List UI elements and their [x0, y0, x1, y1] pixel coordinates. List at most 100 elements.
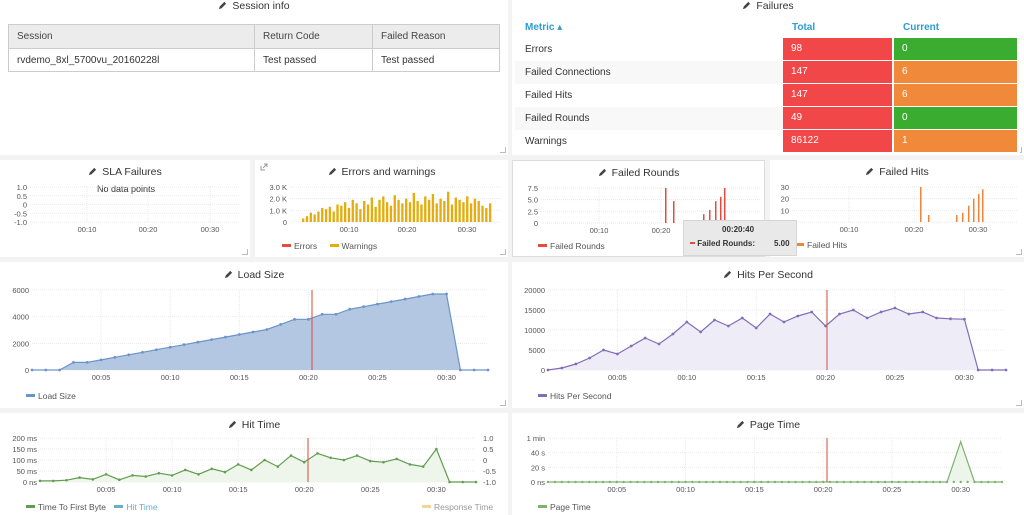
y-tick-label: 20: [781, 195, 789, 204]
warning-bar: [450, 204, 454, 222]
hits-per-second-point: [574, 362, 578, 366]
legend-load-size[interactable]: Load Size: [38, 391, 76, 401]
y-tick-label: 6000: [12, 286, 29, 295]
hits-per-second-point: [879, 310, 883, 314]
panel-title[interactable]: Hit Time: [0, 419, 508, 433]
resize-handle[interactable]: [500, 400, 506, 406]
legend: Page Time: [538, 502, 591, 512]
load-size-point: [306, 317, 310, 321]
y-tick-label: 20 s: [531, 463, 545, 472]
page-time-point: [993, 480, 997, 484]
page-time-point: [684, 480, 687, 484]
column-header-current[interactable]: Current: [903, 22, 940, 33]
col-return-code[interactable]: Return Code: [254, 24, 373, 49]
page-time-point: [546, 480, 550, 484]
current-cell: 0: [894, 38, 1017, 60]
legend-failed-hits[interactable]: Failed Hits: [807, 240, 848, 250]
load-size-point: [279, 323, 283, 326]
y-tick-label: 0: [25, 366, 29, 375]
legend-page-time[interactable]: Page Time: [550, 502, 591, 512]
warning-bar: [458, 199, 461, 222]
page-time-point: [615, 480, 618, 484]
page-time-point: [925, 480, 928, 484]
page-time-point: [780, 480, 784, 484]
y-tick-label: 0 ns: [23, 478, 37, 487]
legend-hit-time[interactable]: Hit Time: [126, 502, 158, 512]
failed-hits-bar: [920, 187, 922, 222]
legend-errors[interactable]: Errors: [294, 241, 318, 251]
legend-response-time[interactable]: Response Time: [434, 502, 494, 512]
legend: Failed Rounds: [538, 241, 605, 251]
page-time-point: [932, 480, 935, 484]
y-tick-label: 2.0 K: [269, 195, 287, 204]
ttfb-point: [250, 468, 253, 472]
x-tick-label: 00:10: [590, 226, 609, 235]
warning-bar: [324, 209, 328, 222]
x-tick-label: 00:20: [905, 225, 924, 234]
page-time-point: [959, 480, 962, 484]
ttfb-point: [157, 471, 161, 475]
hits-per-second-point: [615, 352, 619, 356]
pencil-icon: [743, 1, 751, 10]
session-info-panel: Session info Session Return Code Failed …: [0, 0, 508, 155]
warning-bar: [469, 203, 473, 222]
x-tick-label: 00:20: [814, 485, 833, 494]
legend-swatch: [538, 244, 547, 247]
resize-handle[interactable]: [242, 249, 248, 255]
panel-title[interactable]: Page Time: [512, 419, 1024, 433]
table-row: Failed Rounds 49 0: [515, 107, 1020, 130]
hits-per-second-point: [560, 366, 564, 370]
page-time-point: [945, 480, 949, 484]
warning-bar: [435, 203, 438, 222]
hits-per-second-point: [657, 342, 661, 346]
col-failed-reason[interactable]: Failed Reason: [372, 24, 500, 49]
warning-bar: [328, 206, 332, 222]
y-tick-label: 5.0: [528, 196, 538, 205]
failed-rounds-bar: [715, 201, 717, 223]
y-tick-label: 3.0 K: [269, 183, 287, 192]
legend-warnings[interactable]: Warnings: [341, 241, 378, 251]
warning-bar: [443, 201, 446, 222]
failed-hits-bar: [956, 215, 958, 222]
panel-title[interactable]: Errors and warnings: [255, 166, 508, 180]
panel-title[interactable]: Load Size: [0, 269, 508, 283]
legend-ttfb[interactable]: Time To First Byte: [38, 502, 107, 512]
ttfb-point: [302, 460, 306, 464]
x-tick-label: 00:30: [437, 373, 456, 382]
hits-per-second-point: [713, 318, 716, 322]
col-session[interactable]: Session: [8, 24, 255, 49]
panel-title[interactable]: Failed Hits: [770, 166, 1024, 180]
load-size-point: [265, 328, 269, 331]
panel-title[interactable]: Hits Per Second: [512, 269, 1024, 283]
pencil-icon: [89, 167, 97, 176]
resize-handle[interactable]: [1016, 249, 1022, 255]
resize-handle[interactable]: [1016, 400, 1022, 406]
legend-failed-rounds[interactable]: Failed Rounds: [550, 241, 605, 251]
panel-title[interactable]: Session info: [0, 0, 508, 14]
panel-title[interactable]: Failed Rounds: [513, 167, 764, 181]
y-tick-label-right: 0: [483, 456, 487, 465]
share-icon[interactable]: [260, 163, 268, 171]
legend-hits-per-second[interactable]: Hits Per Second: [550, 391, 612, 401]
errors-warnings-chart: 3.0 K 2.0 K 1.0 K 0 00:10 00:20 00:30: [269, 183, 502, 234]
panel-title[interactable]: Failures: [512, 0, 1024, 14]
page-time-point: [588, 480, 591, 484]
failed-rounds-bar: [720, 196, 722, 223]
panel-title[interactable]: SLA Failures: [0, 166, 250, 180]
failed-hits-bar: [982, 189, 984, 222]
resize-handle[interactable]: [500, 249, 506, 255]
y-tick-label: 0: [534, 219, 538, 228]
warning-bar: [405, 198, 408, 222]
hits-per-second-point: [671, 332, 675, 336]
pencil-icon: [219, 1, 227, 10]
y-tick-label-right: -0.5: [483, 467, 496, 476]
ttfb-point: [342, 458, 346, 462]
load-size-panel: Load Size 6000 4000 2000 0 00:05 00:10 00:15 00…: [0, 262, 508, 408]
failed-hits-bar: [962, 212, 964, 222]
hits-per-second-point: [949, 317, 952, 321]
load-size-point: [362, 305, 366, 309]
column-header-total[interactable]: Total: [792, 22, 816, 33]
page-time-point: [918, 480, 921, 484]
resize-handle[interactable]: [500, 147, 506, 153]
column-header-metric[interactable]: Metric ▴: [525, 22, 563, 33]
